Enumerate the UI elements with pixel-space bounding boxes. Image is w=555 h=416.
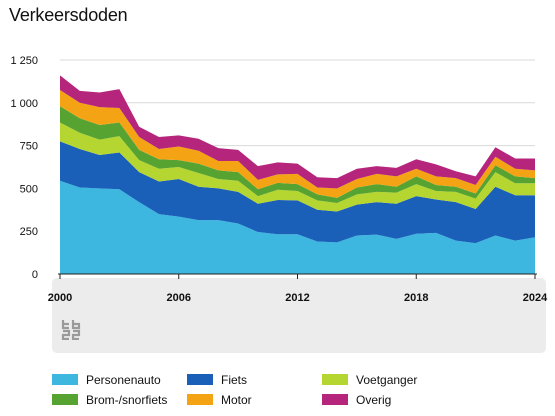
y-tick-label: 1 000: [10, 98, 38, 110]
legend-item-motor: Motor: [187, 392, 322, 407]
x-tick-label: 2006: [167, 292, 191, 304]
legend-swatch: [322, 394, 348, 405]
area-overig: [60, 75, 535, 189]
legend-label: Fiets: [221, 372, 248, 387]
y-tick-label: 500: [20, 183, 38, 195]
legend-item-overig: Overig: [322, 392, 482, 407]
legend-item-fiets: Fiets: [187, 372, 322, 387]
cbs-logo-icon: [61, 320, 81, 340]
y-tick-label: 250: [20, 226, 38, 238]
y-tick-label: 750: [20, 141, 38, 153]
legend-label: Overig: [356, 392, 392, 407]
area-fiets: [60, 141, 535, 244]
stacked-area-chart: 0 250 500 750 1 000 1 250 2000 2006 2012 2018 202…: [10, 55, 548, 353]
x-tick-label: 2012: [285, 292, 309, 304]
legend: Personenauto Fiets Voetganger Brom-/snorfie…: [52, 372, 532, 407]
legend-swatch: [52, 394, 78, 405]
y-tick-label: 1 250: [10, 55, 38, 67]
legend-swatch: [187, 374, 213, 385]
area-motor: [60, 89, 535, 198]
legend-label: Personenauto: [86, 372, 161, 387]
legend-label: Brom-/snorfiets: [86, 392, 168, 407]
legend-item-personenauto: Personenauto: [52, 372, 187, 387]
area-brom-snorfiets: [60, 106, 535, 203]
legend-swatch: [322, 374, 348, 385]
legend-label: Voetganger: [356, 372, 418, 387]
x-tick-label: 2000: [48, 292, 72, 304]
area-personenauto: [60, 180, 535, 274]
data-areas: [60, 75, 535, 274]
legend-swatch: [187, 394, 213, 405]
axes: 2000 2006 2012 2018 2024: [48, 273, 548, 304]
legend-swatch: [52, 374, 78, 385]
legend-label: Motor: [221, 392, 252, 407]
footer-band: [52, 278, 546, 353]
legend-item-brom-snorfiets: Brom-/snorfiets: [52, 392, 187, 407]
x-tick-label: 2024: [523, 292, 548, 304]
chart-title: Verkeersdoden: [9, 5, 128, 25]
legend-item-voetganger: Voetganger: [322, 372, 482, 387]
area-voetganger: [60, 122, 535, 212]
y-tick-label: 0: [32, 269, 38, 281]
x-tick-label: 2018: [404, 292, 428, 304]
